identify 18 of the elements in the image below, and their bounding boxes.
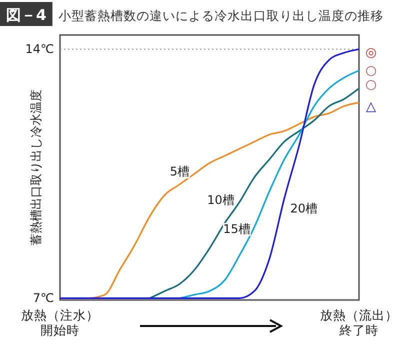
- text: ○: [365, 78, 377, 93]
- line-series: [59, 48, 360, 300]
- series-label: 5槽: [170, 164, 190, 179]
- line-series: [148, 88, 360, 300]
- text: ◎: [365, 46, 377, 61]
- line-series: [89, 102, 360, 300]
- y-tick-label: 14℃: [25, 42, 54, 56]
- series-label: 15槽: [223, 222, 250, 236]
- series-label: 20槽: [290, 202, 318, 216]
- line-series: [178, 70, 360, 300]
- y-tick-label: 7℃: [32, 291, 54, 306]
- x-tick-label: 放熱（注水）開始時: [21, 307, 99, 338]
- text: ○: [365, 64, 377, 79]
- text: △: [366, 100, 376, 115]
- y-axis-title: 蓄熱槽出口取り出し冷水温度: [29, 90, 43, 246]
- series-label: 10槽: [207, 193, 234, 208]
- chart-title: 図－4 小型蓄熱槽数の違いによる冷水出口取り出し温度の推移: [6, 6, 384, 24]
- x-tick-label: 放熱（流出）終了時: [320, 307, 398, 338]
